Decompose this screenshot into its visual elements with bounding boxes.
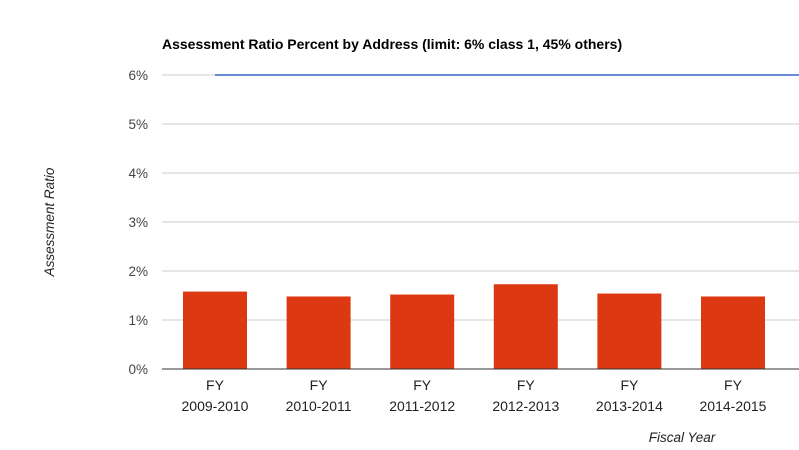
bar: [286, 296, 351, 369]
bar: [390, 294, 455, 369]
y-axis-title: Assessment Ratio: [42, 167, 57, 277]
x-category-labels: FY 2009-2010 FY 2010-2011 FY 2011-2012 FY 2012-…: [182, 377, 767, 414]
y-tick-label: 1%: [128, 313, 148, 328]
x-tick-label: 2012-2013: [492, 398, 559, 414]
y-tick-label: 3%: [128, 215, 148, 230]
x-tick-label: FY: [620, 377, 639, 393]
y-tick-label: 6%: [128, 68, 148, 83]
y-tick-label: 4%: [128, 166, 148, 181]
x-tick-label: FY: [413, 377, 432, 393]
bar: [493, 284, 558, 369]
y-tick-labels: 0% 1% 2% 3% 4% 5% 6%: [128, 68, 148, 377]
chart-title: Assessment Ratio Percent by Address (lim…: [162, 36, 622, 52]
x-tick-label: FY: [206, 377, 225, 393]
x-tick-label: FY: [724, 377, 743, 393]
x-tick-label: 2010-2011: [286, 398, 352, 414]
bar: [701, 296, 765, 369]
x-axis-title: Fiscal Year: [649, 430, 716, 445]
gridlines: [162, 74, 799, 321]
bar: [597, 293, 662, 369]
bars: [183, 284, 765, 369]
x-tick-label: FY: [310, 377, 329, 393]
y-tick-label: 5%: [128, 117, 148, 132]
bar: [183, 291, 247, 369]
x-tick-label: FY: [517, 377, 536, 393]
y-tick-label: 0%: [128, 362, 148, 377]
y-tick-label: 2%: [128, 264, 148, 279]
x-tick-label: 2014-2015: [700, 398, 767, 414]
x-tick-label: 2009-2010: [182, 398, 249, 414]
x-tick-label: 2013-2014: [596, 398, 663, 414]
x-tick-label: 2011-2012: [389, 398, 455, 414]
